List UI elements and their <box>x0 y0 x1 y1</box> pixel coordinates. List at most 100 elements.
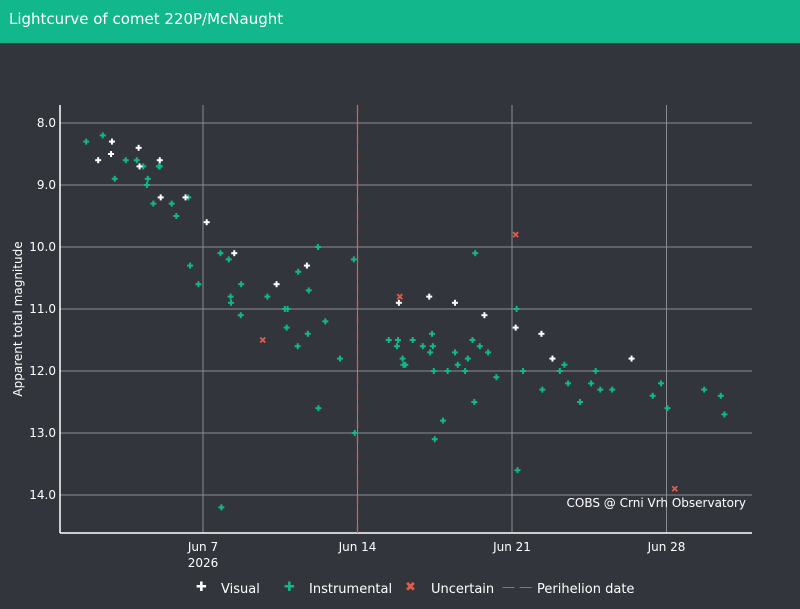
instrumental-point <box>394 343 401 350</box>
instrumental-point <box>394 337 401 343</box>
instrumental-point <box>721 411 728 418</box>
uncertain-point <box>512 231 519 238</box>
instrumental-point <box>304 330 311 337</box>
x-tick-sublabel: 2026 <box>188 556 219 570</box>
source-annotation: COBS @ Crni Vrh Observatory <box>567 496 746 510</box>
visual-point <box>135 144 142 151</box>
instrumental-point <box>351 430 358 436</box>
instrumental-point <box>462 368 469 374</box>
visual-point <box>538 330 545 337</box>
visual-point <box>481 312 488 319</box>
instrumental-point <box>217 250 224 257</box>
instrumental-point <box>156 163 163 170</box>
instrumental-point <box>556 368 563 374</box>
visual-point <box>512 324 519 331</box>
instrumental-point <box>597 386 604 393</box>
lightcurve-chart: 8.0 9.0 10.0 11.0 12.0 13.0 14.0 Jun 7 2026 Jun 1… <box>11 105 752 570</box>
x-tick-label: Jun 21 <box>492 540 531 554</box>
visual-point <box>203 219 210 226</box>
instrumental-point <box>469 337 476 343</box>
visual-point <box>108 151 115 157</box>
instrumental-point <box>218 504 225 511</box>
instrumental-point <box>294 343 301 350</box>
instrumental-point <box>187 262 194 269</box>
instrumental-point <box>520 368 527 374</box>
visual-point <box>395 299 402 306</box>
y-tick-label: 10.0 <box>29 240 56 254</box>
instrumental-point <box>402 361 409 368</box>
instrumental-point <box>513 306 520 312</box>
instrumental-point <box>427 349 434 356</box>
instrumental-point <box>264 293 271 300</box>
visual-point <box>108 138 115 145</box>
visual-point <box>95 157 102 164</box>
visual-point <box>426 293 433 300</box>
visual-point <box>156 157 163 164</box>
y-tick-label: 14.0 <box>29 488 56 502</box>
legend-instrumental-marker: ✚ <box>284 580 295 595</box>
instrumental-point <box>133 157 140 164</box>
instrumental-point <box>588 380 595 387</box>
x-tick-label: Jun 14 <box>338 540 377 554</box>
instrumental-point <box>454 361 461 368</box>
y-tick-label: 11.0 <box>29 302 56 316</box>
visual-point <box>628 355 635 362</box>
instrumental-point <box>195 281 202 288</box>
visual-point <box>136 163 143 170</box>
instrumental-point <box>168 200 175 207</box>
legend-uncertain-marker: ✖ <box>405 580 416 595</box>
legend-perihelion-marker: — — <box>502 580 533 595</box>
legend-uncertain-label: Uncertain <box>431 582 495 597</box>
instrumental-point <box>717 392 724 399</box>
visual-point <box>273 281 280 288</box>
instrumental-point <box>143 182 150 188</box>
instrumental-point <box>83 138 90 145</box>
title-bar: Lightcurve of comet 220P/McNaught <box>0 0 800 43</box>
instrumental-point <box>565 380 572 387</box>
instrumental-point <box>399 355 406 362</box>
chart-title: Lightcurve of comet 220P/McNaught <box>9 10 284 28</box>
legend-visual-marker: ✚ <box>196 580 207 595</box>
instrumental-point <box>337 355 344 362</box>
instrumental-point <box>539 386 546 393</box>
y-axis-label: Apparent total magnitude <box>11 241 25 396</box>
instrumental-point <box>609 386 616 393</box>
instrumental-point <box>409 337 416 343</box>
instrumental-point <box>464 355 471 362</box>
y-tick-label: 9.0 <box>37 178 56 192</box>
instrumental-point <box>322 318 329 325</box>
instrumental-point <box>451 349 458 356</box>
instrumental-point <box>429 343 436 350</box>
instrumental-point <box>493 374 500 381</box>
instrumental-point <box>592 368 599 374</box>
instrumental-point <box>314 244 321 250</box>
instrumental-point <box>701 386 708 393</box>
instrumental-point <box>99 132 106 139</box>
instrumental-point <box>430 368 437 374</box>
instrumental-point <box>419 343 426 350</box>
instrumental-point <box>444 368 451 374</box>
instrumental-point <box>431 436 438 443</box>
visual-point <box>182 194 189 201</box>
y-tick-label: 8.0 <box>37 116 56 130</box>
instrumental-point <box>284 306 291 312</box>
instrumental-point <box>350 256 357 263</box>
instrumental-point <box>144 175 151 182</box>
legend-perihelion-label: Perihelion date <box>537 582 635 597</box>
instrumental-point <box>561 361 568 368</box>
x-tick-label: Jun 7 <box>187 540 218 554</box>
instrumental-point <box>150 200 157 207</box>
instrumental-point <box>485 349 492 356</box>
visual-point <box>303 262 310 269</box>
instrumental-point <box>664 405 671 412</box>
instrumental-point <box>649 392 656 399</box>
visual-point <box>231 250 238 257</box>
instrumental-point <box>471 399 478 405</box>
uncertain-point <box>259 336 266 344</box>
instrumental-point <box>227 293 234 300</box>
legend-instrumental-label: Instrumental <box>309 582 393 597</box>
instrumental-point <box>514 467 521 474</box>
instrumental-point <box>237 312 244 319</box>
x-tick-label: Jun 28 <box>647 540 686 554</box>
instrumental-point <box>440 417 447 424</box>
